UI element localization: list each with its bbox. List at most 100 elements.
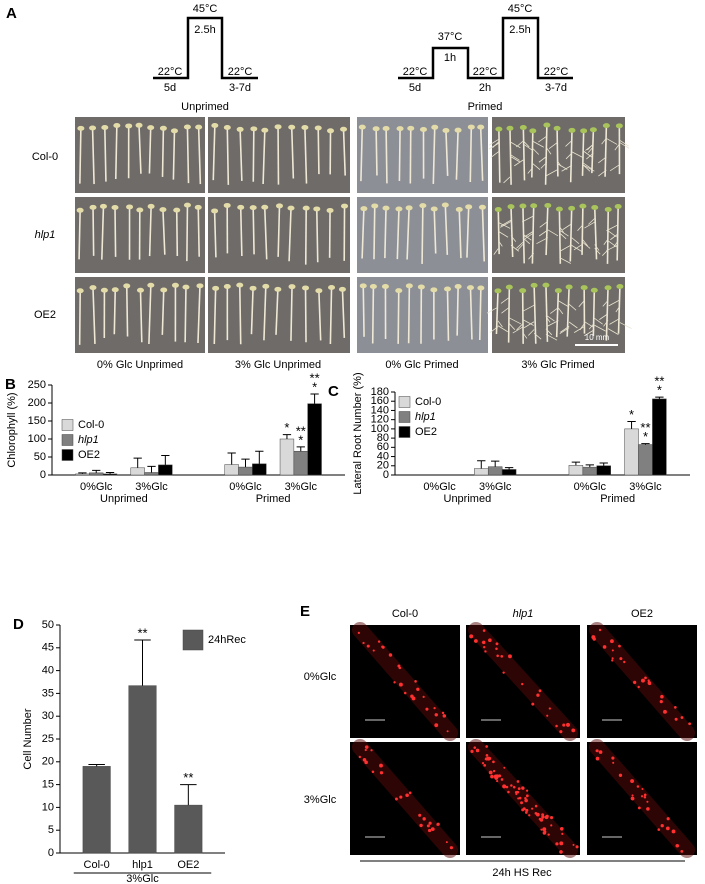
cell	[571, 728, 576, 733]
cotyledon	[478, 204, 486, 210]
y-tick-label: 20	[377, 460, 389, 472]
seedling	[478, 287, 482, 340]
significance: **	[183, 770, 193, 785]
error-bar	[105, 471, 115, 474]
legend-label: OE2	[78, 449, 100, 461]
bar	[582, 466, 598, 476]
cotyledon	[395, 288, 403, 294]
lateral-root	[614, 143, 620, 151]
y-axis-label: Lateral Root Number (%)	[352, 372, 364, 494]
lateral-root	[609, 164, 620, 172]
bar	[568, 465, 584, 476]
column-label: OE2	[631, 608, 653, 620]
lateral-root	[523, 143, 533, 151]
lateral-root	[598, 156, 607, 164]
cell	[619, 657, 623, 661]
y-tick-label: 45	[42, 642, 54, 654]
error-bar	[78, 472, 87, 474]
seedling	[317, 127, 320, 175]
lateral-root	[565, 140, 573, 147]
cell	[394, 797, 398, 801]
cotyledon	[454, 127, 462, 133]
legend-swatch	[398, 411, 411, 423]
seedling	[329, 287, 333, 344]
cotyledon	[196, 283, 204, 289]
cell	[518, 796, 522, 800]
seedling	[304, 287, 307, 343]
cotyledon	[554, 288, 562, 294]
cell	[611, 756, 615, 760]
x-tick-label: 0%Glc	[574, 481, 607, 493]
error-bar	[599, 462, 608, 466]
bar	[82, 766, 111, 854]
error-bar	[161, 455, 170, 465]
y-tick-label: 0	[40, 469, 46, 481]
cell	[541, 813, 545, 817]
cotyledon	[223, 202, 231, 208]
cell	[644, 676, 647, 680]
column-label: 3% Glc Unprimed	[235, 359, 321, 371]
seedling	[148, 127, 152, 174]
seedling	[92, 287, 96, 344]
cotyledon	[529, 128, 537, 134]
cell	[611, 659, 614, 662]
time: 1h	[444, 52, 456, 64]
cotyledon	[123, 283, 131, 289]
cotyledon	[327, 128, 335, 134]
cotyledon	[494, 288, 502, 294]
lateral-root	[516, 241, 524, 249]
bar	[638, 444, 653, 476]
lateral-root	[521, 215, 534, 223]
temp: 22°C	[228, 66, 253, 78]
cell	[494, 776, 499, 780]
cell	[500, 778, 504, 781]
cell	[525, 808, 529, 812]
lateral-root	[577, 224, 584, 231]
x-tick-label: 0%Glc	[80, 481, 113, 493]
cell	[481, 762, 485, 765]
cell	[422, 695, 425, 698]
x-tick-label: 3%Glc	[479, 481, 512, 493]
seedling	[592, 290, 596, 337]
seedling	[290, 286, 293, 341]
lateral-root	[490, 151, 500, 158]
lateral-root	[532, 140, 544, 148]
cell	[659, 700, 663, 704]
cell	[475, 748, 480, 753]
error-bar	[477, 460, 486, 469]
error-bar	[241, 458, 250, 468]
lateral-root	[545, 328, 553, 336]
lateral-root	[524, 232, 534, 240]
temp: 22°C	[544, 66, 569, 78]
cell	[525, 789, 529, 792]
cell	[512, 785, 516, 789]
seedling	[184, 287, 187, 343]
error-bar	[134, 639, 151, 686]
x-tick-label: 0%Glc	[423, 481, 456, 493]
cell	[418, 813, 422, 817]
seedling	[226, 127, 230, 185]
cotyledon	[315, 288, 323, 294]
seedling	[239, 207, 243, 257]
cell	[425, 707, 429, 711]
cell	[377, 640, 381, 643]
cotyledon	[262, 283, 270, 289]
time: 3-7d	[229, 82, 251, 94]
cell	[623, 660, 626, 664]
cell	[371, 770, 375, 774]
seedling	[186, 205, 189, 262]
lateral-root	[522, 237, 530, 245]
legend-swatch	[61, 449, 74, 461]
seedling	[197, 285, 201, 344]
lateral-root	[583, 162, 593, 170]
error-bar	[227, 452, 236, 465]
lateral-root	[603, 320, 609, 327]
seedling	[384, 208, 387, 259]
cell	[364, 760, 368, 765]
cotyledon	[274, 124, 282, 130]
protocol-line	[153, 16, 258, 80]
cotyledon	[358, 124, 366, 130]
cell	[487, 756, 492, 761]
cell	[414, 680, 417, 683]
cotyledon	[249, 205, 257, 211]
